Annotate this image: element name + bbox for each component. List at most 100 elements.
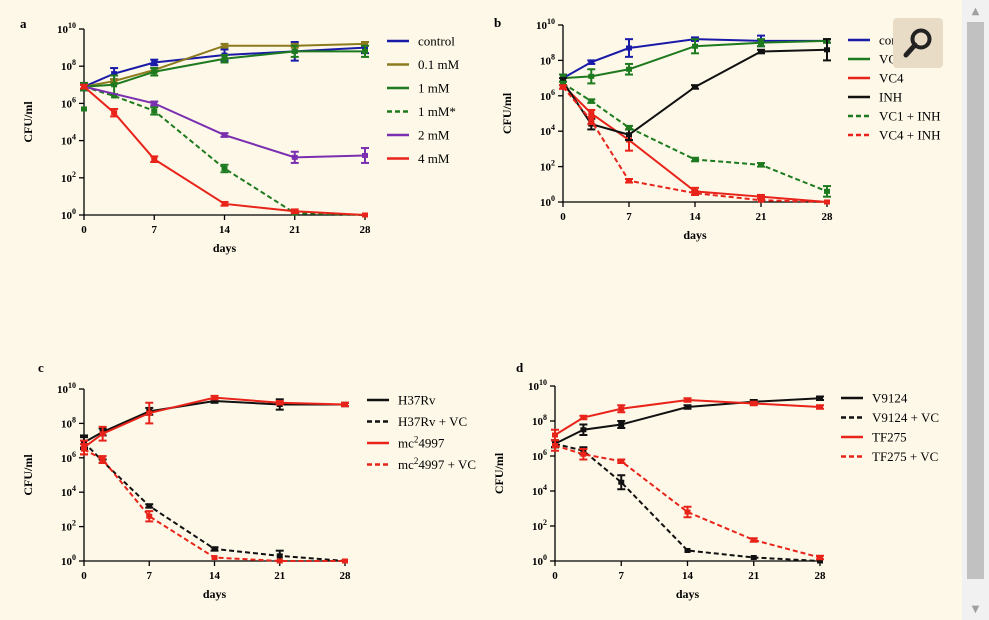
series-line [554,442,821,562]
data-point [146,410,153,416]
panel-d: d 0 7 14 21 28 100 102 104 106 108 1010 days CFU/ml V9… [492,360,939,601]
x-tick-label: 7 [626,211,632,223]
data-point [626,45,632,51]
y-tick-label: 108 [532,413,547,428]
data-point [111,71,118,77]
legend-label: H37Rv [398,393,436,408]
data-point [618,422,625,427]
series-line [83,448,345,562]
figure-panels: a 0 7 14 21 28 100 102 104 106 108 1010 days CFU/ml co… [20,15,941,601]
x-tick-label: 28 [360,224,372,236]
y-tick-label: 102 [61,170,76,185]
zoom-button[interactable] [893,18,943,68]
axes [558,24,828,207]
legend-label: control [418,34,455,49]
x-tick-label: 28 [815,570,827,582]
data-point [552,443,558,448]
data-point [626,178,632,184]
x-axis-title: days [203,587,227,601]
legend-label: mc24997 + VC [398,456,476,472]
x-tick-label: 0 [552,570,558,582]
data-point [580,427,587,433]
series-line [83,42,366,88]
data-point [362,41,368,47]
y-tick-label: 102 [61,519,76,534]
data-point [588,59,595,65]
series-1-mM- [81,84,368,218]
data-point [692,43,698,49]
x-tick-label: 28 [340,570,352,582]
series-H37Rv [80,398,349,451]
legend-label: 0.1 mM [418,57,460,72]
x-tick-label: 7 [152,224,158,236]
x-tick-label: 21 [756,211,767,223]
data-point [626,132,632,138]
data-point [618,458,625,464]
legend-label: VC1 + INH [879,109,941,124]
y-tick-label: 102 [532,518,547,533]
scroll-down-arrow-icon[interactable]: ▼ [971,603,980,615]
series-line [562,82,828,193]
data-point [750,555,757,560]
series-line [83,85,366,159]
data-point [684,548,691,553]
series-line [554,444,821,559]
series-mc-4997-VC [80,443,348,564]
y-tick-label: 1010 [528,378,547,393]
data-point [580,415,587,420]
data-point [580,451,587,457]
data-point [588,73,595,79]
series-2-mM [80,83,369,164]
data-point [111,82,118,88]
x-tick-label: 7 [147,570,153,582]
x-tick-label: 14 [682,570,694,582]
x-tick-label: 7 [619,570,625,582]
x-axis-title: days [683,228,707,242]
legend-label: TF275 [872,430,907,445]
magnifier-icon [903,28,932,58]
series-V9124 [551,395,824,449]
scrollbar-thumb[interactable] [967,22,984,579]
series-VC1-INH [559,80,831,198]
y-tick-label: 100 [61,207,76,222]
y-tick-label: 104 [61,484,76,499]
series-VC1 [559,38,831,85]
scroll-up-arrow-icon[interactable]: ▲ [971,5,980,17]
data-point [99,431,106,437]
series-line [83,85,366,216]
vertical-scrollbar[interactable]: ▲ ▼ [962,0,989,620]
data-point [362,152,368,158]
series-line [83,396,346,449]
data-point [817,558,823,564]
legend-label: 4 mM [418,151,450,166]
series-line [83,400,345,444]
series-line [83,50,365,88]
series-VC4-INH [559,84,830,205]
data-point [692,157,698,163]
series-line [83,85,366,216]
panel-a: a 0 7 14 21 28 100 102 104 106 108 1010 days CFU/ml co… [20,16,460,255]
y-tick-label: 108 [540,52,555,67]
data-point [758,197,764,203]
x-tick-label: 14 [690,211,702,223]
series-line [83,441,346,562]
data-point [221,166,228,171]
y-tick-label: 100 [61,553,76,568]
y-axis-title: CFU/ml [21,101,35,143]
legend-label: V9124 [872,391,908,406]
data-point [626,125,632,131]
y-tick-label: 100 [532,553,547,568]
legend-label: VC4 [879,71,904,86]
y-tick-label: 108 [61,58,76,73]
data-point [221,43,228,49]
data-point [211,555,218,561]
data-point [618,406,625,412]
data-point [342,401,348,407]
data-point [560,84,566,90]
data-point [560,80,566,86]
data-point [758,162,764,168]
y-axis-title: CFU/ml [492,452,506,494]
data-point [151,156,158,162]
series-VC4 [559,80,830,205]
data-point [750,537,757,543]
